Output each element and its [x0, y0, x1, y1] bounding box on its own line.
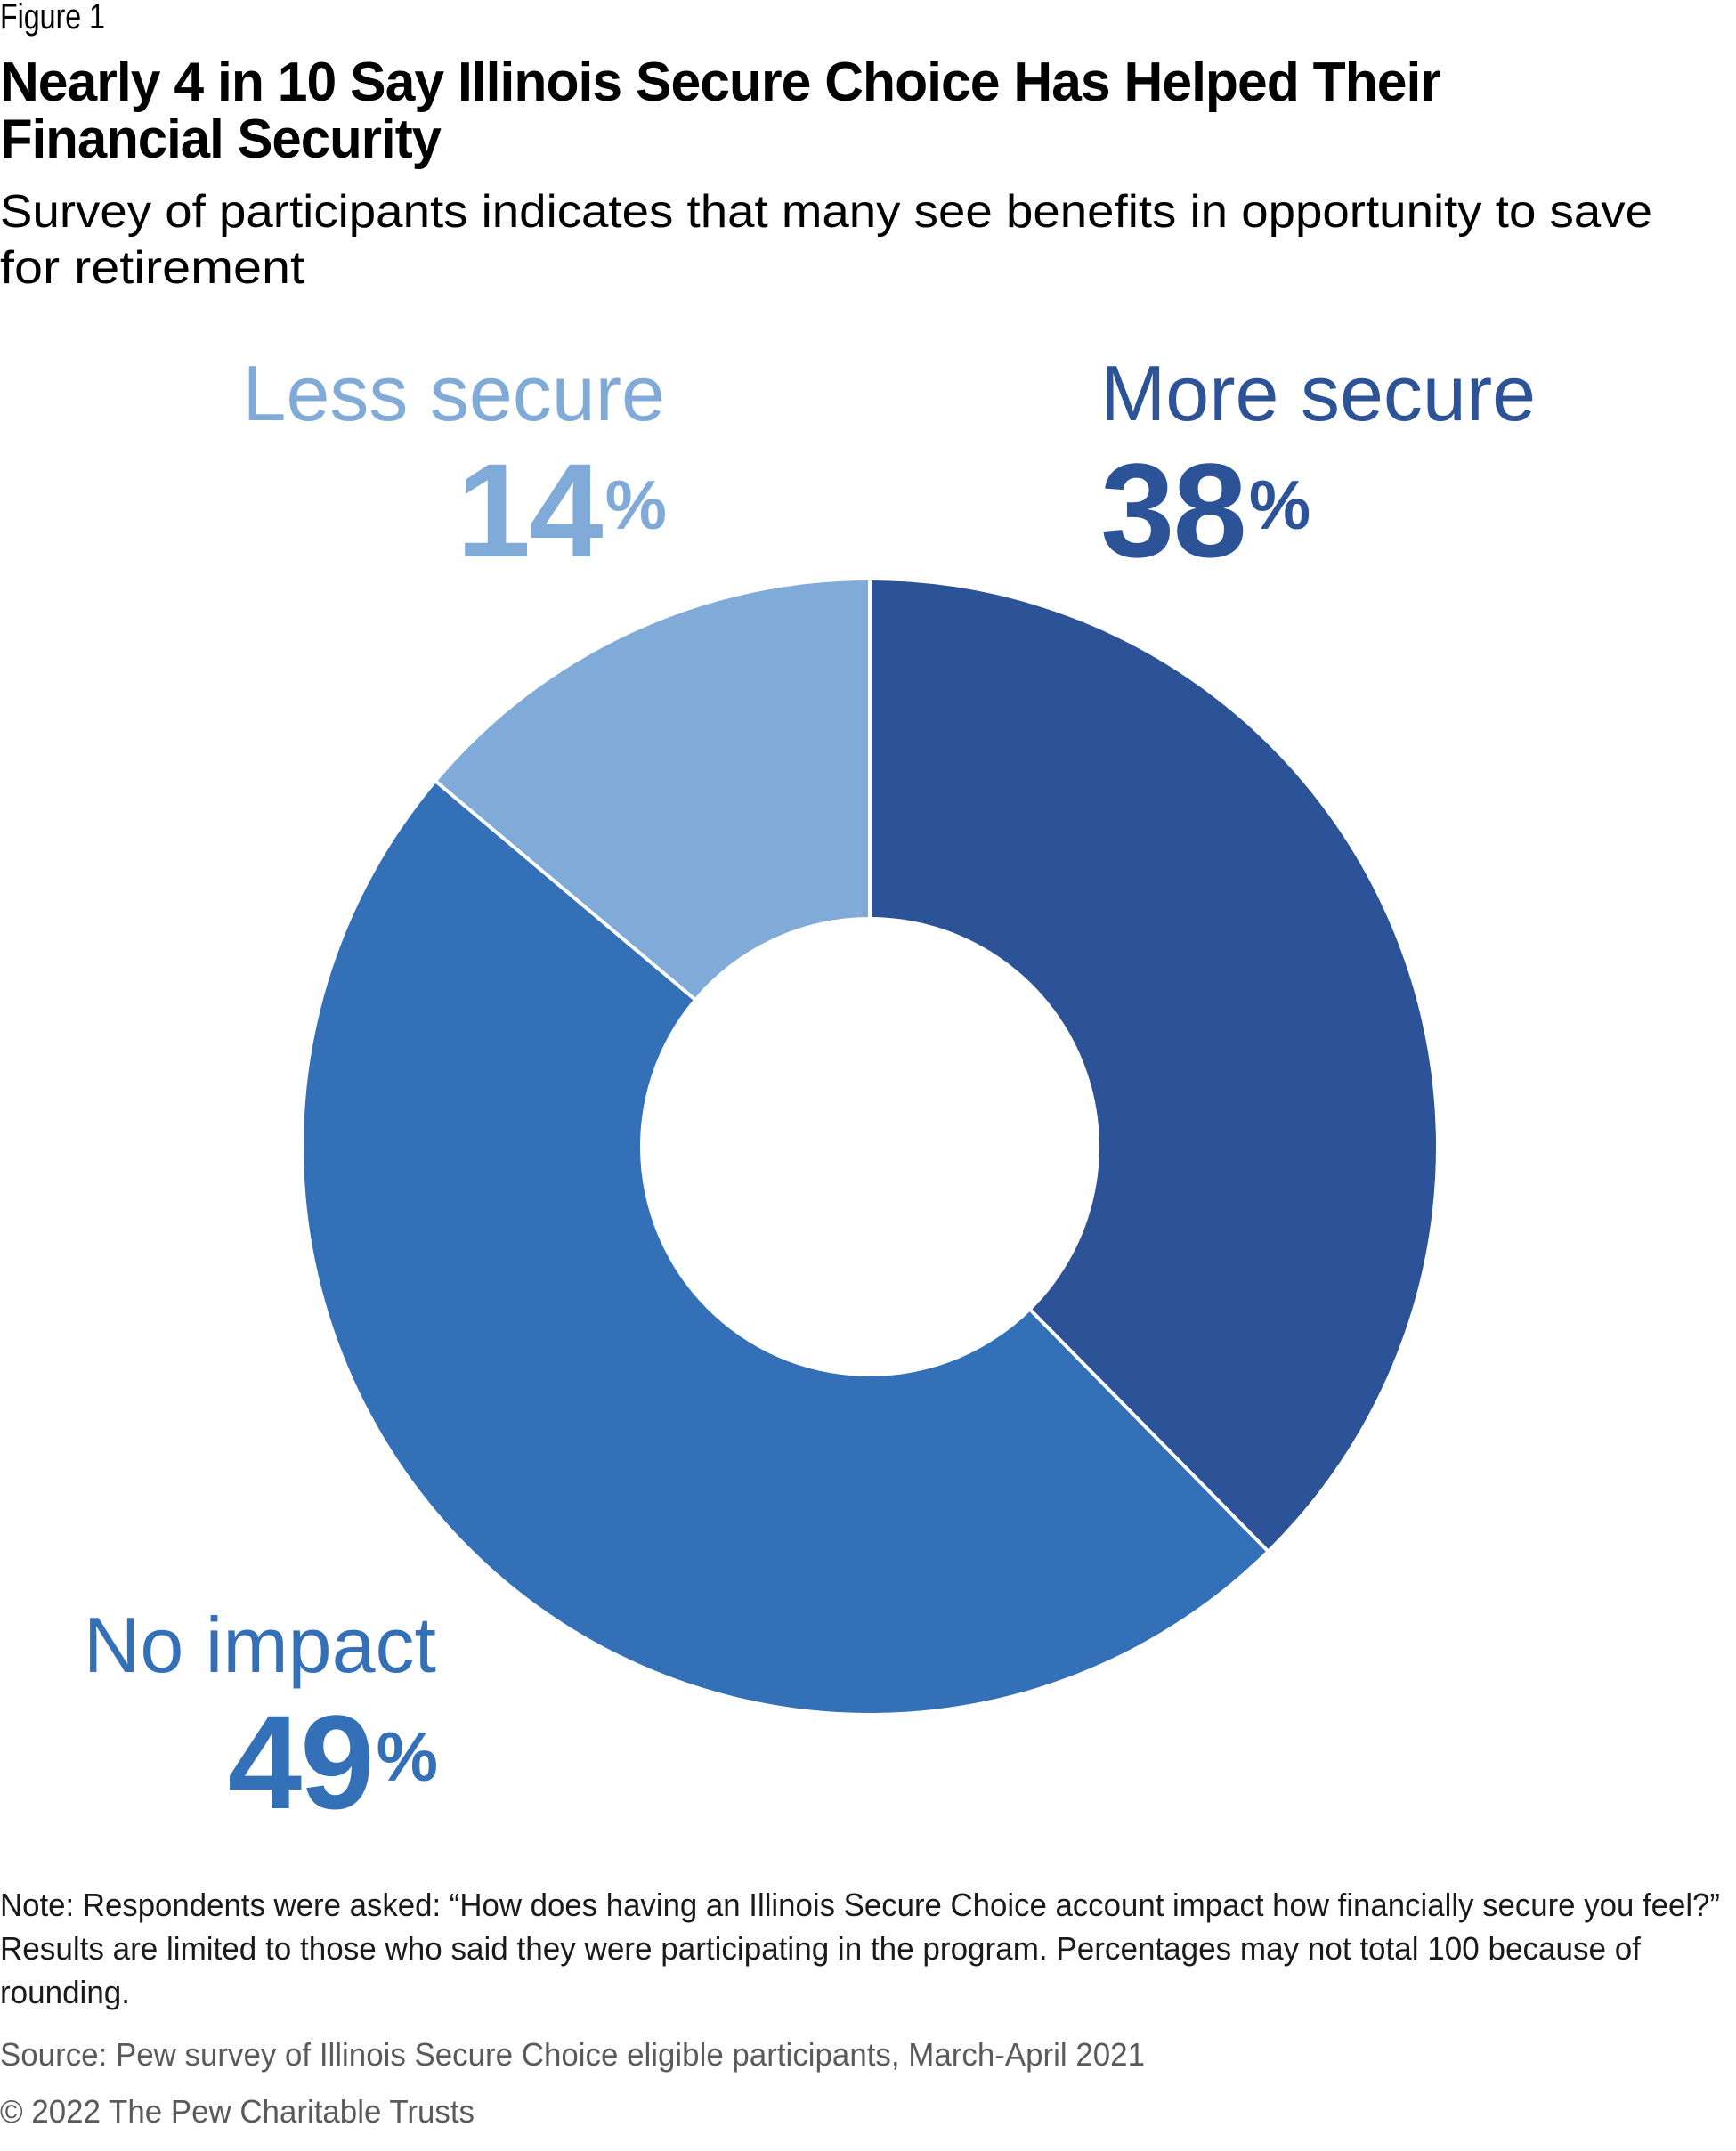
label-no-impact: No impact 49%: [83, 1601, 438, 1829]
label-less-secure-name: Less secure: [242, 349, 665, 437]
label-no-impact-name: No impact: [83, 1601, 436, 1689]
copyright-text: © 2022 The Pew Charitable Trusts: [0, 2093, 475, 2130]
copyright-note: © 2022 The Pew Charitable Trusts: [0, 2092, 490, 2131]
note-text-2: Results are limited to those who said th…: [0, 1930, 1641, 1967]
source-note: Source: Pew survey of Illinois Secure Ch…: [0, 2035, 1181, 2074]
label-more-secure: More secure 38%: [1100, 349, 1536, 577]
label-more-secure-value: 38%: [1100, 443, 1536, 577]
note-line-2: Results are limited to those who said th…: [0, 1929, 1685, 1968]
source-text: Source: Pew survey of Illinois Secure Ch…: [0, 2036, 1145, 2073]
chart-title-line-1: Nearly 4 in 10 Say Illinois Secure Choic…: [0, 52, 1473, 114]
slice-separators: [434, 579, 1270, 1554]
donut-slices: [304, 580, 1436, 1713]
donut-slice-more-secure: [870, 580, 1436, 1551]
label-less-secure-value: 14%: [243, 443, 667, 577]
label-no-impact-number: 49: [227, 1687, 375, 1837]
chart-title-text-2: Financial Security: [0, 109, 442, 170]
slice-separator: [1028, 1308, 1270, 1554]
note-text-1: Note: Respondents were asked: “How does …: [0, 1887, 1720, 1923]
label-less-secure-percent: %: [604, 466, 667, 544]
figure-label-text: Figure 1: [0, 0, 105, 37]
note-line-3: rounding.: [0, 1973, 134, 2012]
donut-slice-less-secure: [436, 580, 870, 999]
slice-separator: [434, 779, 697, 1002]
label-more-secure-percent: %: [1248, 466, 1310, 544]
chart-title-line-2: Financial Security: [0, 109, 457, 171]
chart-subtitle-text-2: for retirement: [0, 242, 304, 294]
label-more-secure-number: 38: [1100, 435, 1247, 585]
figure-label: Figure 1: [0, 0, 131, 37]
label-no-impact-percent: %: [376, 1717, 438, 1796]
chart-subtitle-text-1: Survey of participants indicates that ma…: [0, 186, 1653, 238]
chart-subtitle-line-2: for retirement: [0, 241, 304, 295]
note-line-1: Note: Respondents were asked: “How does …: [0, 1886, 1736, 1925]
label-less-secure: Less secure 14%: [242, 349, 667, 577]
label-more-secure-name: More secure: [1100, 349, 1537, 437]
donut-slice-no-impact: [304, 782, 1268, 1713]
note-text-3: rounding.: [0, 1974, 130, 2010]
label-less-secure-number: 14: [456, 435, 604, 585]
label-no-impact-value: 49%: [84, 1695, 438, 1829]
chart-subtitle-line-1: Survey of participants indicates that ma…: [0, 185, 1652, 239]
chart-title-text-1: Nearly 4 in 10 Say Illinois Secure Choic…: [0, 52, 1441, 113]
